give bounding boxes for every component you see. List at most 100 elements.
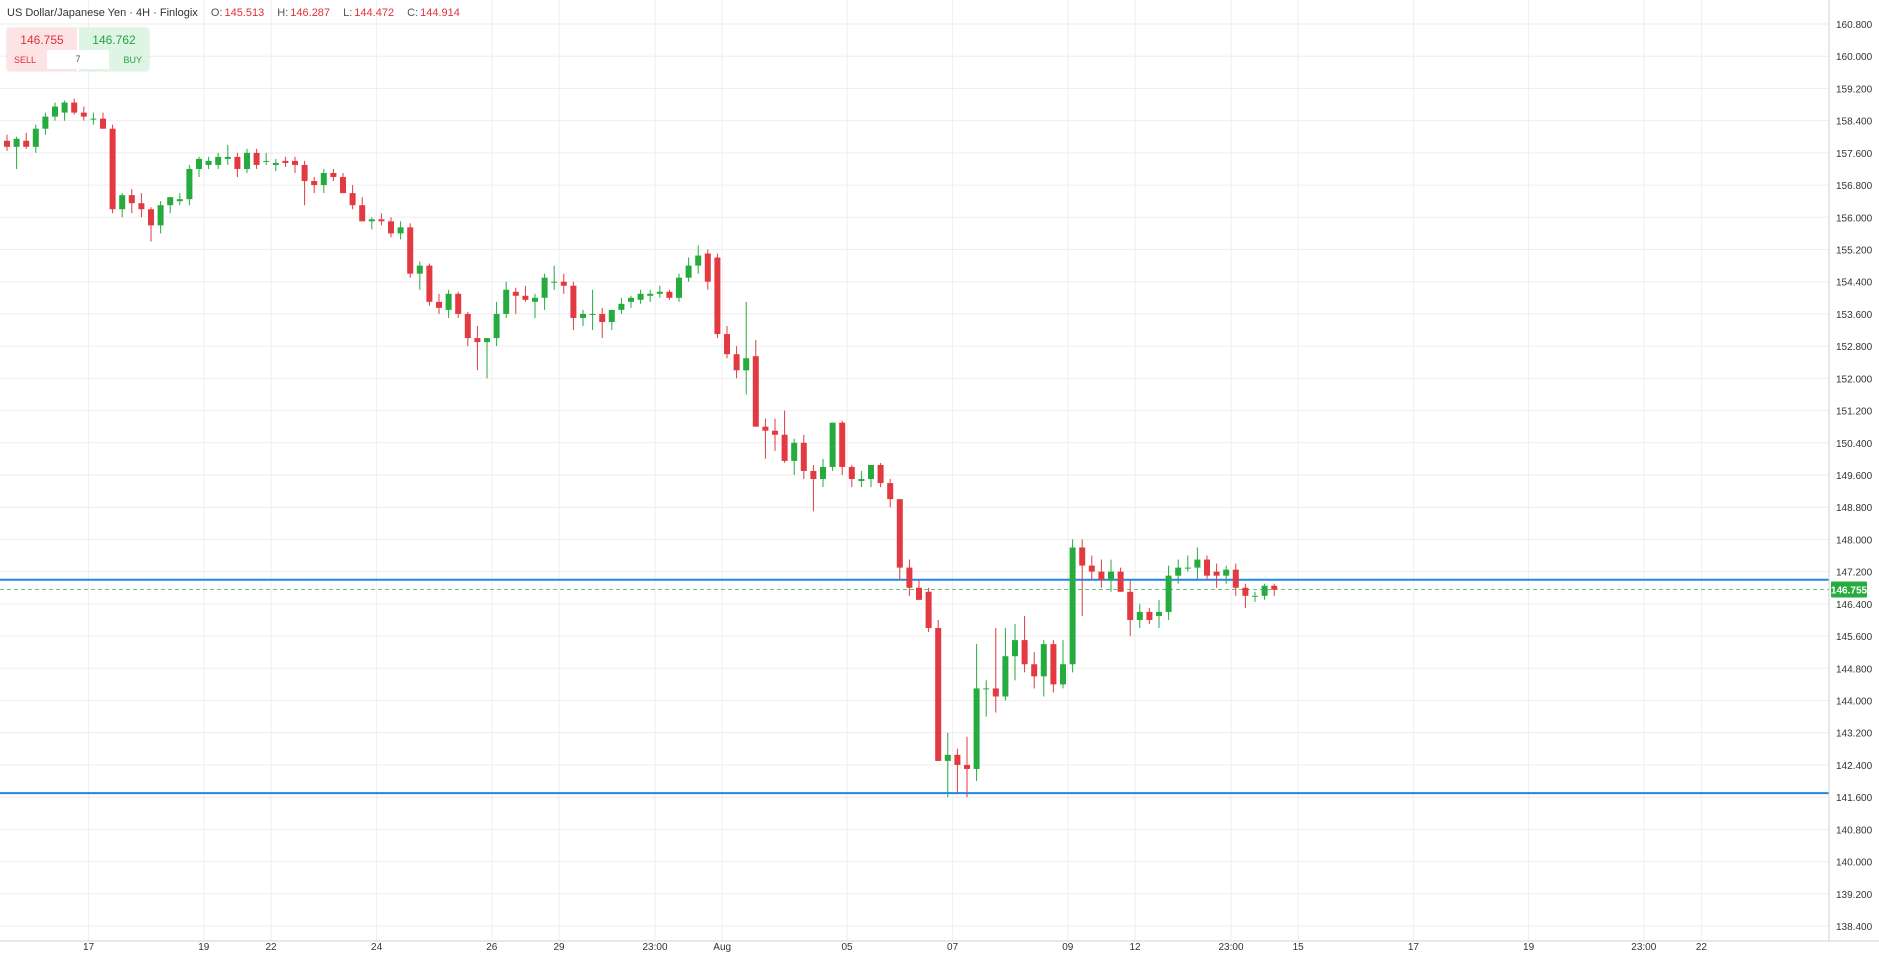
candle-down [301,160,308,206]
candle-down [992,628,999,713]
horizontal-level-lines[interactable] [0,578,1829,795]
y-tick-label: 155.200 [1836,246,1873,257]
candle-body [656,291,663,294]
candle-body [493,313,500,339]
candle-body [896,499,903,568]
candle-body [781,434,788,461]
candle-down [474,326,481,371]
x-tick-label: 24 [371,942,383,953]
close-label: C: [407,7,419,19]
candle-down [436,293,442,314]
sell-price: 146.755 [20,33,64,47]
candle-up [272,158,279,171]
symbol-title: US Dollar/Japanese Yen · 4H · Finlogix [7,7,198,19]
candle-body [637,293,644,300]
low-label: L: [343,7,353,19]
candle-down [704,249,711,290]
candle-up [868,464,874,488]
y-tick-label: 141.600 [1836,793,1873,804]
price-axis[interactable]: 138.400 139.200 140.000 140.800 141.600 142.4… [1828,0,1873,941]
candle-down [340,172,346,194]
candle-body [138,203,145,210]
candle-up [695,245,702,274]
candle-body [944,754,951,761]
candle-body [1204,559,1210,576]
high-label: H: [277,7,289,19]
time-axis[interactable]: 17 19 22 24 26 29 23:00 Aug 05 07 09 12 23:00 15 17 19 2… [0,940,1879,953]
candle-body [1184,567,1191,569]
candle-down [916,579,922,600]
candle-body [877,464,884,484]
candle-body [685,265,692,278]
y-tick-label: 142.400 [1836,761,1873,772]
candle-up [1165,565,1172,620]
candle-down [810,464,817,512]
x-tick-label: 22 [1696,942,1708,953]
candle-body [522,295,529,300]
candle-up [32,124,39,153]
candle-down [71,98,78,115]
candle-down [752,340,759,427]
candle-up [973,644,980,782]
open-value: 145.513 [224,7,265,19]
candle-body [772,430,778,435]
x-tick-label: 17 [83,942,95,953]
candle-body [109,128,116,210]
candle-body [61,102,68,113]
candles [4,98,1278,798]
candle-body [23,140,30,147]
candle-body [71,102,78,113]
candle-body [292,160,298,165]
candle-down [954,748,961,794]
candle-body [32,128,39,147]
y-tick-label: 140.800 [1836,825,1873,836]
candle-body [935,628,942,761]
candle-up [186,164,193,206]
candle-up [1002,628,1009,701]
candle-body [282,160,289,163]
candle-body [301,164,308,182]
candle-down [1204,555,1210,580]
y-tick-label: 149.600 [1836,471,1873,482]
candle-body [1012,640,1018,657]
y-tick-label: 159.200 [1836,84,1873,95]
candle-body [1098,571,1105,580]
candle-down [330,168,337,182]
quantity-input[interactable]: 7 [47,50,109,69]
candle-up [215,152,222,169]
candle-up [13,136,20,169]
y-tick-label: 145.600 [1836,632,1873,643]
candle-up [1012,623,1018,681]
candle-up [637,289,644,304]
candle-body [964,764,970,769]
candle-up [647,289,654,302]
candle-up [157,201,164,234]
x-tick-label: 09 [1062,942,1074,953]
candle-body [800,442,807,471]
candle-body [1060,664,1066,685]
candle-down [1021,615,1028,673]
candle-up [656,285,663,298]
candle-down [388,217,394,238]
low-value: 144.472 [354,7,395,19]
candle-down [906,559,913,596]
candle-body [983,688,990,690]
x-tick-label: 17 [1408,942,1420,953]
x-tick-label: 12 [1129,942,1141,953]
candle-down [1079,539,1086,616]
candle-body [13,138,20,147]
candle-up [397,221,404,240]
y-tick-label: 158.400 [1836,117,1873,128]
candle-body [570,285,577,318]
candle-body [215,156,222,165]
x-tick-label: 23:00 [642,942,667,953]
candle-body [205,160,212,165]
candle-body [397,227,404,234]
candle-body [436,301,442,308]
candle-body [119,195,126,210]
candle-body [1165,575,1172,612]
candle-body [973,688,980,769]
candle-body [762,426,769,431]
candle-body [512,291,519,296]
